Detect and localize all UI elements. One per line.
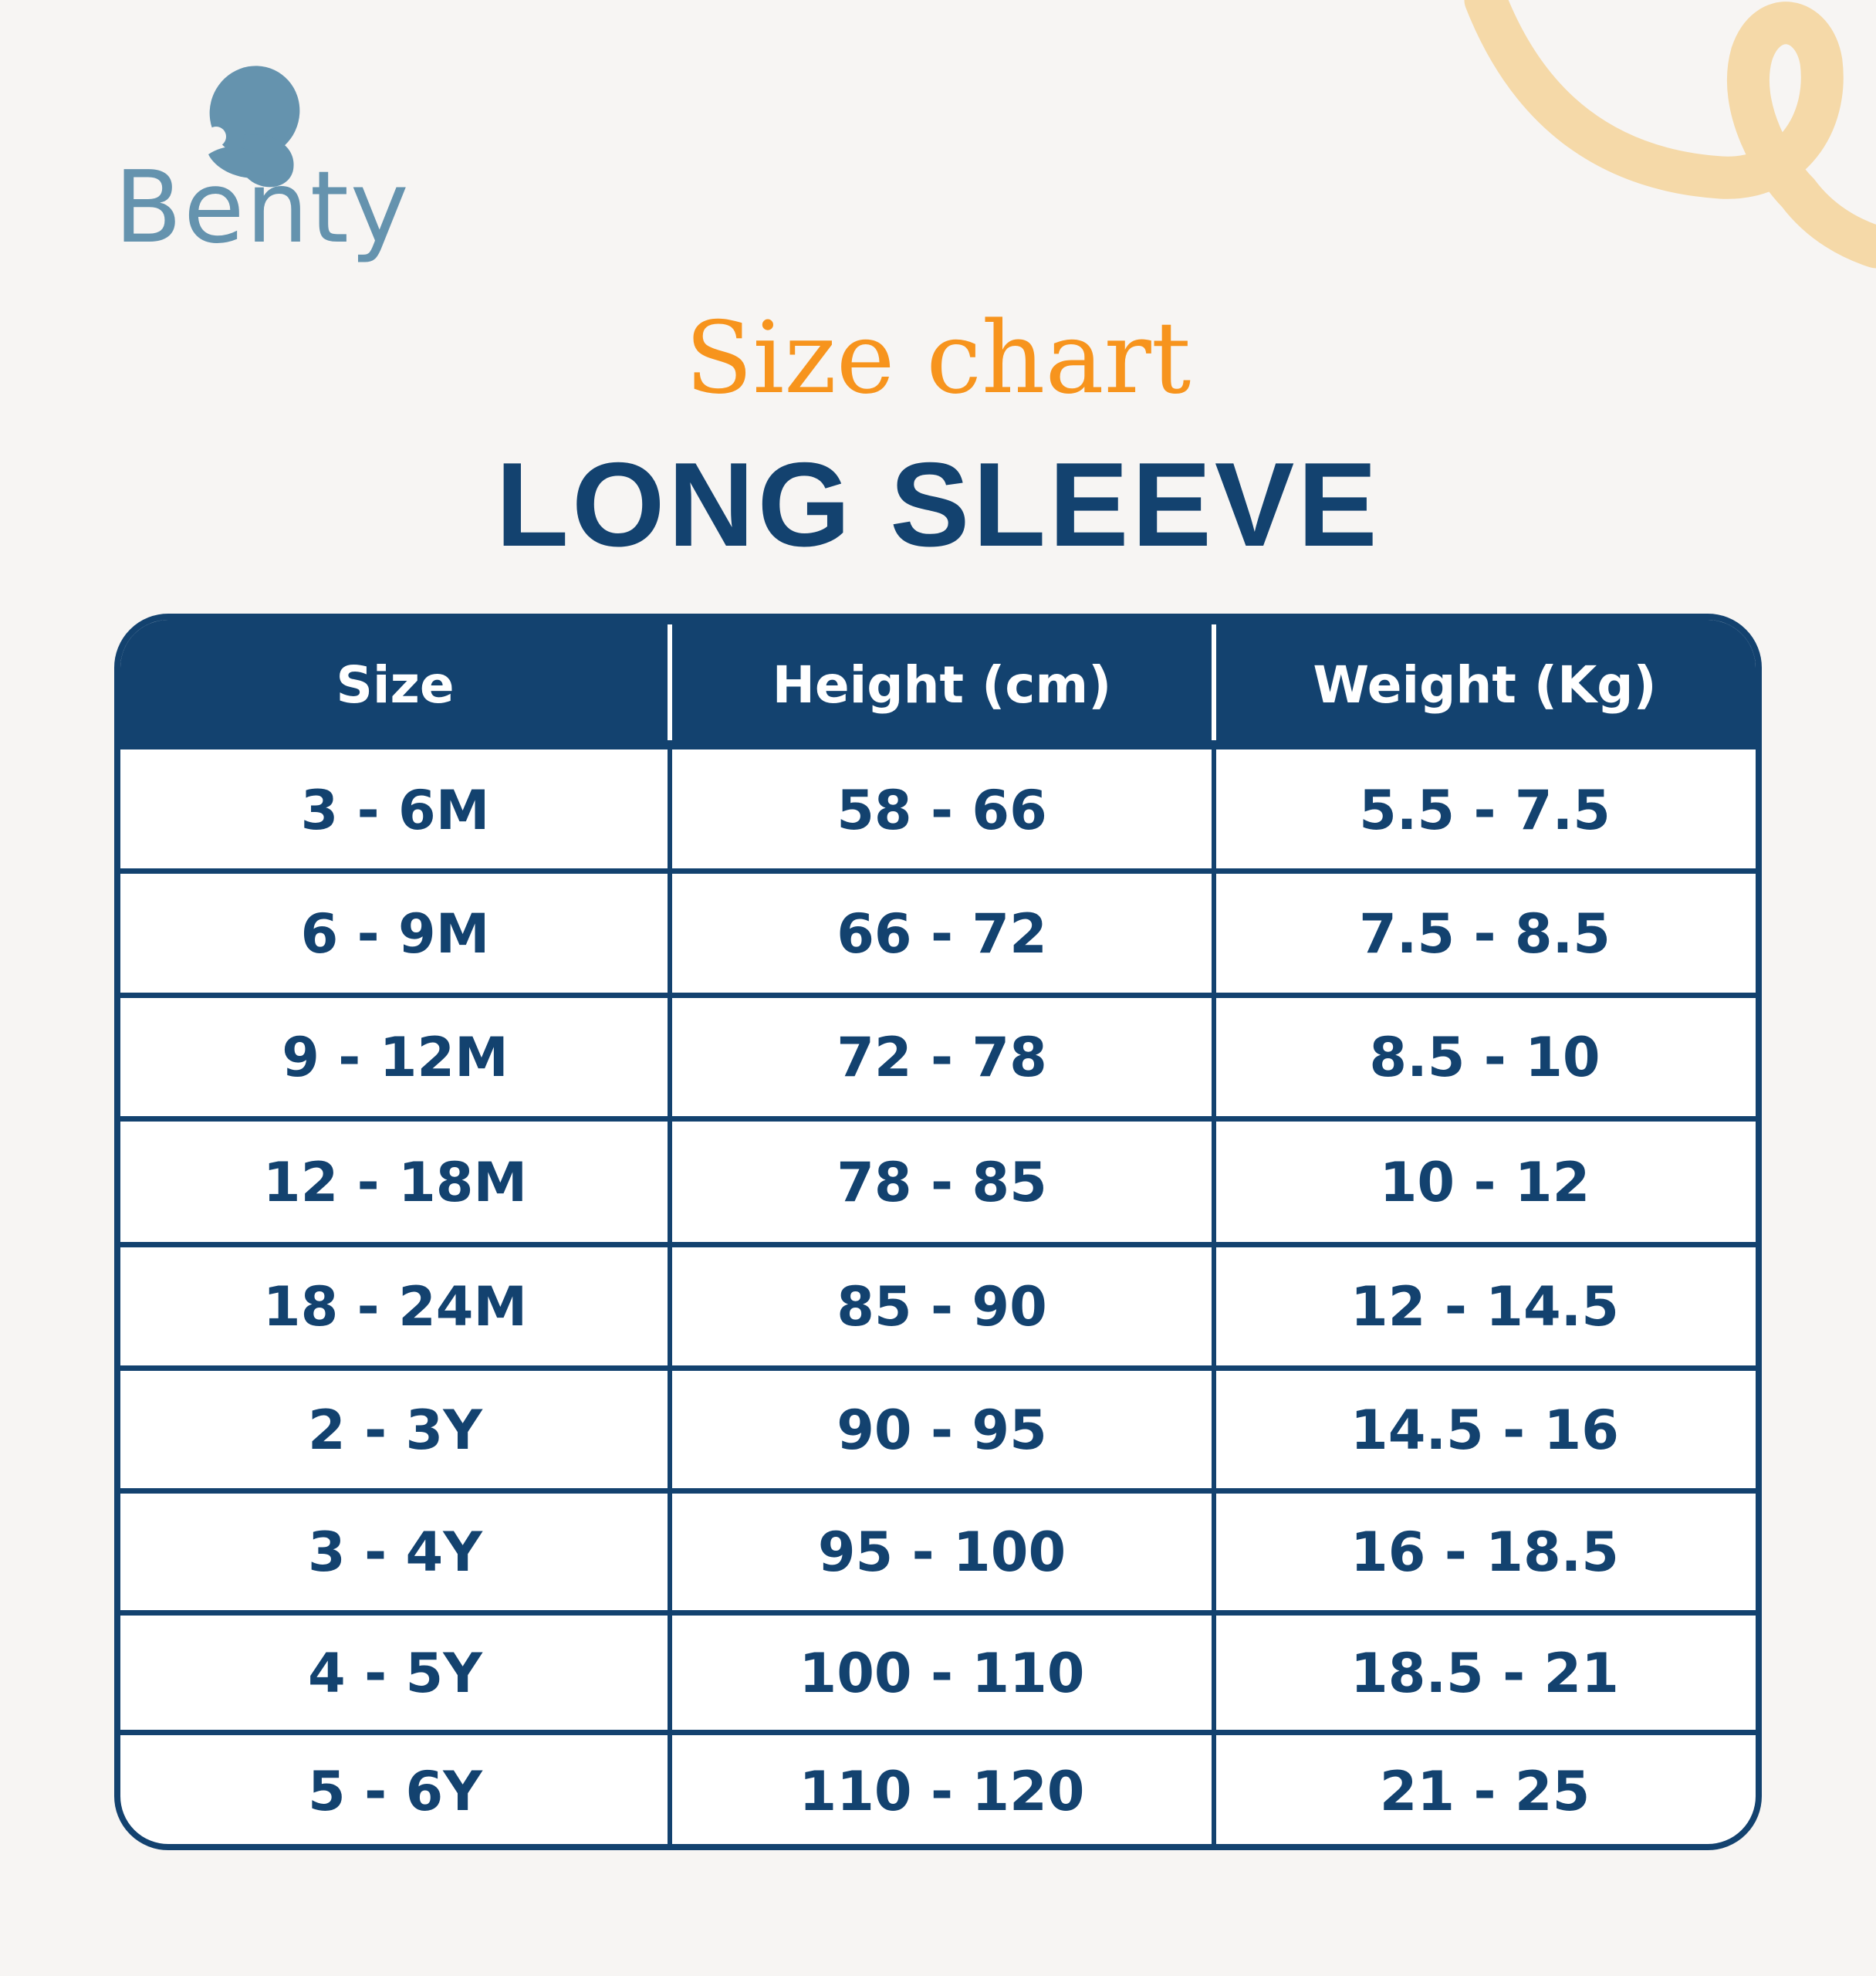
page-title: LONG SLEEVE	[495, 438, 1381, 571]
table-cell: 90 - 95	[837, 1398, 1047, 1462]
table-cell: 12 - 18M	[262, 1150, 528, 1214]
row-divider	[120, 1116, 1756, 1122]
table-cell: 5 - 6Y	[308, 1760, 482, 1823]
table-cell: 72 - 78	[837, 1026, 1047, 1089]
row-divider	[120, 868, 1756, 874]
column-divider	[1212, 620, 1216, 1844]
row-divider	[120, 1610, 1756, 1616]
table-cell: 16 - 18.5	[1350, 1521, 1619, 1584]
table-cell: 2 - 3Y	[308, 1398, 482, 1462]
table-cell: 110 - 120	[799, 1760, 1085, 1823]
table-cell: 66 - 72	[837, 902, 1047, 966]
row-divider	[120, 1488, 1756, 1494]
table-cell: 100 - 110	[799, 1641, 1085, 1705]
table-cell: 58 - 66	[837, 779, 1047, 842]
table-cell: 18 - 24M	[262, 1275, 528, 1338]
table-cell: 12 - 14.5	[1350, 1275, 1619, 1338]
title-script: Size chart	[684, 301, 1192, 416]
decorative-swirl	[1464, 0, 1876, 269]
table-cell: 7.5 - 8.5	[1359, 902, 1611, 966]
table-cell: 10 - 12	[1379, 1150, 1590, 1214]
table-cell: 3 - 4Y	[308, 1521, 482, 1584]
row-divider	[120, 1242, 1756, 1247]
row-divider	[120, 993, 1756, 998]
table-cell: 8.5 - 10	[1369, 1026, 1601, 1089]
table-cell: 9 - 12M	[282, 1026, 509, 1089]
table-cell: 6 - 9M	[300, 902, 490, 966]
column-divider	[668, 620, 672, 1844]
table-cell: 85 - 90	[837, 1275, 1047, 1338]
column-header: Size	[336, 655, 455, 715]
table-cell: 5.5 - 7.5	[1359, 779, 1611, 842]
table-cell: 78 - 85	[837, 1150, 1047, 1214]
header-divider	[668, 624, 672, 740]
size-table: Size Height (cm) Weight (Kg) 3 - 6M 58 - 66 5…	[114, 614, 1762, 1850]
table-cell: 18.5 - 21	[1350, 1641, 1619, 1705]
table-cell: 4 - 5Y	[308, 1641, 482, 1705]
table-header	[120, 620, 1756, 749]
row-divider	[120, 1365, 1756, 1371]
table-cell: 3 - 6M	[300, 779, 490, 842]
column-header: Height (cm)	[772, 655, 1112, 715]
row-divider	[120, 1730, 1756, 1735]
column-header: Weight (Kg)	[1313, 655, 1657, 715]
table-cell: 21 - 25	[1379, 1760, 1590, 1823]
header-divider	[1212, 624, 1216, 740]
table-cell: 14.5 - 16	[1350, 1398, 1619, 1462]
table-cell: 95 - 100	[817, 1521, 1066, 1584]
brand-name: Benty	[114, 151, 411, 266]
benty-logo-icon	[206, 66, 300, 188]
